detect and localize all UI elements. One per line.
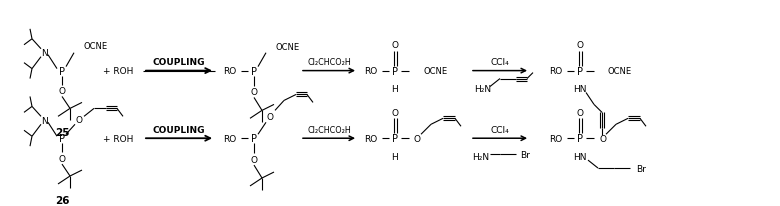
Text: + ROH: + ROH [103,67,133,76]
Text: P: P [251,133,257,144]
Text: P: P [59,66,65,76]
Text: O: O [76,115,83,124]
Text: P: P [392,66,398,76]
Text: RO: RO [223,67,236,76]
Text: OCNE: OCNE [276,43,300,52]
Text: P: P [59,133,65,144]
Text: RO: RO [223,134,236,143]
Text: COUPLING: COUPLING [153,58,205,67]
Text: RO: RO [363,134,377,143]
Text: P: P [577,133,583,144]
Text: + ROH: + ROH [103,134,133,143]
Text: O: O [599,134,606,143]
Text: 25: 25 [55,128,69,138]
Text: O: O [392,108,399,117]
Text: RO: RO [549,67,562,76]
Text: O: O [576,108,583,117]
Text: CCl₄: CCl₄ [491,125,509,134]
Text: H: H [392,85,399,94]
Text: N: N [41,49,48,58]
Text: RO: RO [549,134,562,143]
Text: O: O [576,41,583,50]
Text: O: O [392,41,399,50]
Text: O: O [250,88,257,97]
Text: O: O [58,154,66,163]
Text: H₂N: H₂N [472,152,489,161]
Text: HN: HN [573,85,587,94]
Text: P: P [577,66,583,76]
Text: O: O [250,155,257,164]
Text: 26: 26 [55,195,69,205]
Text: H₂N: H₂N [474,85,491,94]
Text: Cl₂CHCO₂H: Cl₂CHCO₂H [307,125,351,134]
Text: RO: RO [363,67,377,76]
Text: COUPLING: COUPLING [153,125,205,134]
Text: P: P [251,66,257,76]
Text: Br: Br [636,164,646,173]
Text: Br: Br [520,150,530,159]
Text: O: O [414,134,421,143]
Text: CCl₄: CCl₄ [491,58,509,67]
Text: HN: HN [573,152,587,161]
Text: OCNE: OCNE [608,67,632,76]
Text: OCNE: OCNE [423,67,447,76]
Text: H: H [392,152,399,161]
Text: O: O [58,87,66,96]
Text: P: P [392,133,398,144]
Text: O: O [267,112,274,121]
Text: OCNE: OCNE [84,42,108,51]
Text: N: N [41,116,48,125]
Text: Cl₂CHCO₂H: Cl₂CHCO₂H [307,58,351,67]
